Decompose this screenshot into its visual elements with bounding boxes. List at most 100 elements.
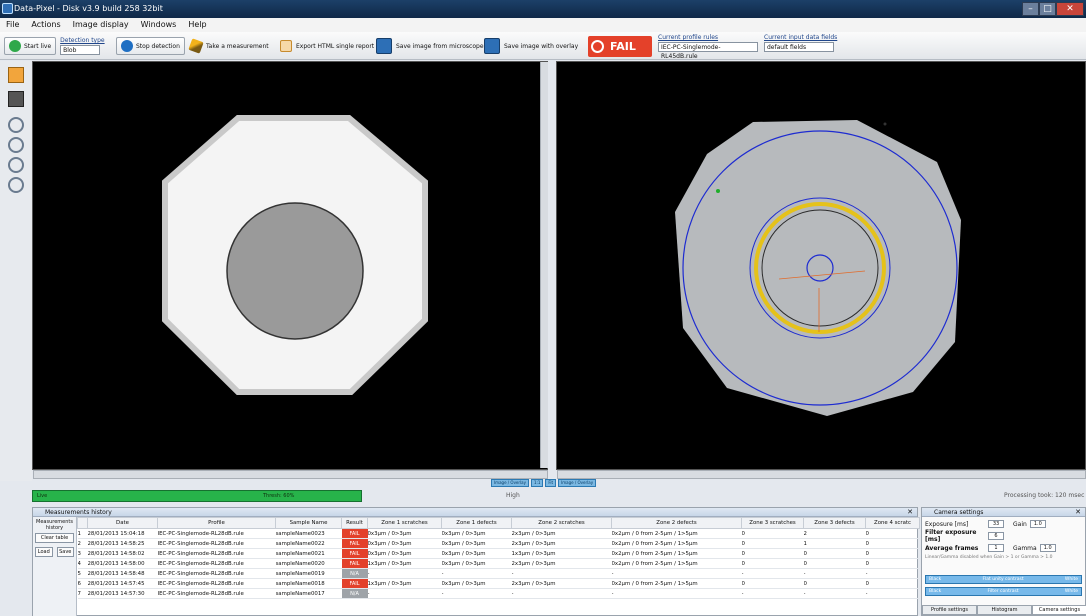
- table-cell: 0: [865, 538, 920, 549]
- zone3-circle: [749, 197, 891, 339]
- table-cell: 1x3µm / 0>3µm: [367, 558, 442, 569]
- power-icon: [591, 40, 604, 53]
- tab-histogram[interactable]: Histogram: [977, 605, 1032, 615]
- table-row[interactable]: 3 28/01/2013 14:58:02 IEC-PC-Singlemode-RL…: [77, 548, 920, 559]
- gamma-label: Gamma: [1013, 544, 1037, 552]
- column-header[interactable]: Date: [87, 517, 158, 529]
- menu-windows[interactable]: Windows: [140, 20, 177, 29]
- column-header[interactable]: Result: [341, 517, 368, 529]
- profile-rules-select[interactable]: IEC-PC-Singlemode-RL45dB.rule: [658, 42, 758, 60]
- ferrule-overlay: [675, 120, 961, 416]
- save-with-overlay-button[interactable]: Save image with overlay: [484, 36, 578, 56]
- column-header[interactable]: Zone 3 defects: [803, 517, 866, 529]
- export-html-button[interactable]: Export HTML single report: [280, 36, 374, 56]
- camera-save-icon: [376, 38, 392, 54]
- table-cell: 0x2µm / 0 from 2-5µm / 1>5µm: [611, 558, 742, 569]
- image-overlay-button[interactable]: Image / Overlay: [491, 479, 529, 487]
- zoom-fit-icon[interactable]: [8, 177, 24, 193]
- table-cell: -: [511, 588, 612, 599]
- menu-help[interactable]: Help: [188, 20, 207, 29]
- gain-input[interactable]: 1.0: [1029, 520, 1046, 528]
- table-row[interactable]: 5 28/01/2013 14:58:48 IEC-PC-Singlemode-RL…: [77, 568, 920, 579]
- filter-exposure-input[interactable]: 6: [988, 532, 1004, 540]
- image-overlay-right-button[interactable]: Image / Overlay: [558, 479, 597, 487]
- table-row[interactable]: 1 28/01/2013 15:04:18 IEC-PC-Singlemode-RL…: [77, 528, 920, 539]
- data-fields-select[interactable]: default fields: [764, 42, 834, 52]
- table-row[interactable]: 2 28/01/2013 14:58:25 IEC-PC-Singlemode-RL…: [77, 538, 920, 549]
- result-cell: FAIL: [341, 548, 368, 559]
- clear-table-button[interactable]: Clear table: [35, 533, 74, 543]
- zoom-1to1-icon[interactable]: [8, 157, 24, 173]
- slider-min-label: Black: [929, 589, 942, 594]
- tab-profile-settings[interactable]: Profile settings: [922, 605, 977, 615]
- table-cell: 6: [77, 578, 88, 589]
- camera-icon[interactable]: [8, 91, 24, 107]
- draw-tool-icon[interactable]: [8, 67, 24, 83]
- table-cell: sampleName0021: [275, 548, 342, 559]
- take-measurement-button[interactable]: Take a measurement: [188, 36, 269, 56]
- column-header[interactable]: Profile: [157, 517, 276, 529]
- column-header[interactable]: Sample Name: [275, 517, 342, 529]
- contrast-slider[interactable]: Black Flat unity contrast White: [925, 575, 1082, 584]
- save-from-microscope-button[interactable]: Save image from microscope: [376, 36, 484, 56]
- table-row[interactable]: 7 28/01/2013 14:57:30 IEC-PC-Singlemode-RL…: [77, 588, 920, 599]
- table-cell: 2x3µm / 0>3µm: [511, 528, 612, 539]
- column-header[interactable]: Zone 3 scratches: [741, 517, 804, 529]
- minimize-button[interactable]: –: [1022, 2, 1039, 16]
- zoom-out-icon[interactable]: [8, 137, 24, 153]
- table-cell: 28/01/2013 14:58:25: [87, 538, 158, 549]
- column-header[interactable]: Zone 1 defects: [441, 517, 512, 529]
- one-to-one-button[interactable]: 1:1: [530, 479, 544, 487]
- zoom-in-icon[interactable]: [8, 117, 24, 133]
- stop-detection-button[interactable]: Stop detection: [116, 37, 185, 55]
- overlay-image-view[interactable]: [556, 61, 1086, 470]
- menu-actions[interactable]: Actions: [31, 20, 61, 29]
- history-panel-header: Measurements history ✕: [33, 508, 917, 517]
- menu-bar: File Actions Image display Windows Help: [0, 18, 1086, 32]
- table-cell: 3: [77, 548, 88, 559]
- exposure-input[interactable]: 33: [988, 520, 1004, 528]
- menu-file[interactable]: File: [6, 20, 20, 29]
- table-cell: 2x3µm / 0>3µm: [511, 558, 612, 569]
- report-icon: [280, 40, 292, 52]
- table-row[interactable]: 4 28/01/2013 14:58:00 IEC-PC-Singlemode-RL…: [77, 558, 920, 569]
- overlay-save-icon: [484, 38, 500, 54]
- stop-detection-group: Stop detection: [116, 36, 185, 56]
- gain-label: Gain: [1013, 520, 1027, 528]
- column-header[interactable]: Zone 2 defects: [611, 517, 742, 529]
- defect-marker: [883, 122, 887, 126]
- table-cell: 0x3µm / 0>3µm: [367, 548, 442, 559]
- table-row[interactable]: 6 28/01/2013 14:57:45 IEC-PC-Singlemode-RL…: [77, 578, 920, 589]
- save-button[interactable]: Save: [56, 547, 74, 557]
- gamma-input[interactable]: 1.0: [1039, 544, 1056, 552]
- column-header[interactable]: Zone 1 scratches: [367, 517, 442, 529]
- table-cell: sampleName0019: [275, 568, 342, 579]
- maximize-button[interactable]: □: [1039, 2, 1056, 16]
- column-header[interactable]: Zone 2 scratches: [511, 517, 612, 529]
- average-frames-input[interactable]: 1: [988, 544, 1004, 552]
- start-live-button[interactable]: Start live: [4, 37, 57, 55]
- live-image-view[interactable]: [32, 61, 548, 470]
- close-icon[interactable]: ✕: [907, 508, 913, 516]
- table-cell: 0x2µm / 0 from 2-5µm / 1>5µm: [611, 578, 742, 589]
- overlay-view-hscroll[interactable]: [557, 470, 1086, 479]
- close-button[interactable]: ✕: [1056, 2, 1084, 16]
- camera-panel-header: Camera settings ✕: [922, 508, 1085, 517]
- fit-button[interactable]: Fit: [545, 479, 557, 487]
- live-view-hscroll[interactable]: [33, 470, 548, 479]
- live-view-vscroll[interactable]: [540, 62, 548, 468]
- history-sidebar: Measurements history Clear table Load Sa…: [33, 517, 77, 616]
- app-icon: [2, 3, 13, 14]
- column-header[interactable]: [77, 517, 88, 529]
- close-icon[interactable]: ✕: [1075, 508, 1081, 516]
- table-cell: 1x3µm / 0>3µm: [511, 548, 612, 559]
- average-frames-row: Average frames 1 Gamma 1.0: [922, 543, 1085, 553]
- detection-type-select[interactable]: Blob: [60, 45, 101, 55]
- measurements-history-panel: Measurements history ✕ Measurements hist…: [32, 507, 920, 616]
- take-measurement-label: Take a measurement: [206, 42, 269, 50]
- load-button[interactable]: Load: [35, 547, 53, 557]
- column-header[interactable]: Zone 4 scratc: [865, 517, 920, 529]
- menu-image-display[interactable]: Image display: [72, 20, 129, 29]
- tab-camera-settings[interactable]: Camera settings: [1032, 605, 1086, 615]
- filter-contrast-slider[interactable]: Black Filter contrast White: [925, 587, 1082, 596]
